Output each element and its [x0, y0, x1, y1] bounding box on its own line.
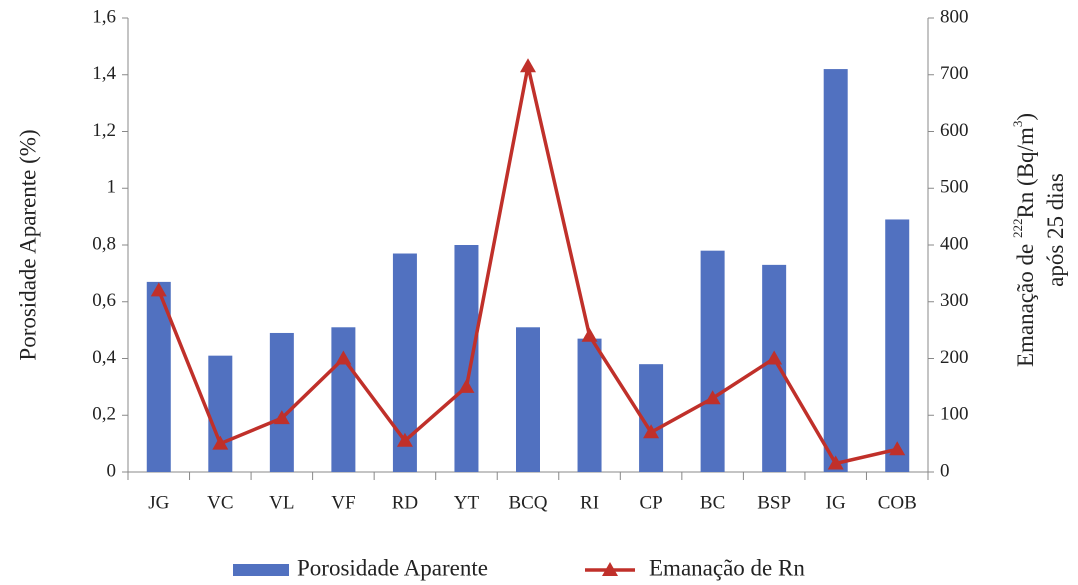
- x-tick-label: COB: [878, 492, 917, 513]
- y2-axis-label-part: 3: [1010, 121, 1025, 128]
- bar: [762, 264, 787, 472]
- y2-axis-label: após 25 dias: [1043, 173, 1068, 287]
- y2-axis-label-part: após 25 dias: [1043, 173, 1068, 287]
- y2-tick-label: 600: [940, 120, 969, 141]
- y2-axis-label-part: Rn (Bq/m: [1013, 127, 1038, 218]
- y-tick-label: 1,2: [92, 120, 116, 141]
- x-tick-label: BCQ: [508, 492, 547, 513]
- x-tick-label: IG: [826, 492, 846, 513]
- bar: [885, 219, 910, 472]
- bar: [823, 69, 848, 472]
- x-tick-label: VL: [269, 492, 294, 513]
- x-tick-label: JG: [148, 492, 169, 513]
- bar: [577, 338, 602, 472]
- marker: [889, 441, 906, 456]
- marker: [458, 378, 475, 393]
- x-tick-label: RD: [392, 492, 418, 513]
- y2-tick-label: 300: [940, 290, 969, 311]
- y2-tick-label: 500: [940, 177, 969, 198]
- marker: [643, 424, 660, 439]
- bar: [700, 250, 725, 472]
- x-tick-label: BSP: [757, 492, 791, 513]
- bar: [331, 327, 356, 472]
- marker: [335, 350, 352, 365]
- legend-label: Emanação de Rn: [649, 555, 805, 580]
- y2-axis-label-part: 222: [1010, 219, 1025, 239]
- y-tick-label: 0,6: [92, 290, 116, 311]
- marker: [581, 327, 598, 342]
- legend-marker: [602, 562, 618, 576]
- x-tick-label: BC: [700, 492, 725, 513]
- marker: [827, 455, 844, 470]
- y-axis-label: Porosidade Aparente (%): [15, 129, 40, 360]
- y2-tick-label: 800: [940, 6, 969, 27]
- x-tick-label: CP: [639, 492, 662, 513]
- bar: [208, 355, 233, 472]
- legend-label: Porosidade Aparente: [297, 555, 488, 580]
- marker: [273, 410, 290, 425]
- y-tick-label: 1: [107, 177, 117, 198]
- y2-axis-label-part: ): [1013, 113, 1038, 121]
- y2-tick-label: 400: [940, 233, 969, 254]
- y2-tick-label: 200: [940, 347, 969, 368]
- bar: [516, 327, 540, 472]
- y-tick-label: 0,2: [92, 404, 116, 425]
- y-tick-label: 0,4: [92, 347, 116, 368]
- y-tick-label: 0: [107, 460, 117, 481]
- x-tick-label: YT: [454, 492, 480, 513]
- y-tick-label: 1,6: [92, 6, 116, 27]
- y-tick-label: 0,8: [92, 233, 116, 254]
- x-tick-label: VF: [331, 492, 355, 513]
- marker: [150, 282, 167, 297]
- legend-swatch: [233, 564, 289, 576]
- y2-axis-label-part: Emanação de: [1013, 238, 1038, 367]
- marker: [212, 435, 229, 450]
- marker: [396, 432, 413, 447]
- y2-tick-label: 700: [940, 63, 969, 84]
- x-tick-label: RI: [580, 492, 599, 513]
- y2-tick-label: 0: [940, 460, 950, 481]
- y2-axis-label: Emanação de 222Rn (Bq/m3): [1010, 113, 1038, 367]
- marker: [704, 390, 721, 405]
- bar: [454, 245, 479, 472]
- y-tick-label: 1,4: [92, 63, 116, 84]
- y2-tick-label: 100: [940, 404, 969, 425]
- marker: [520, 58, 536, 73]
- bar: [269, 332, 294, 472]
- marker: [766, 350, 783, 365]
- x-tick-label: VC: [207, 492, 233, 513]
